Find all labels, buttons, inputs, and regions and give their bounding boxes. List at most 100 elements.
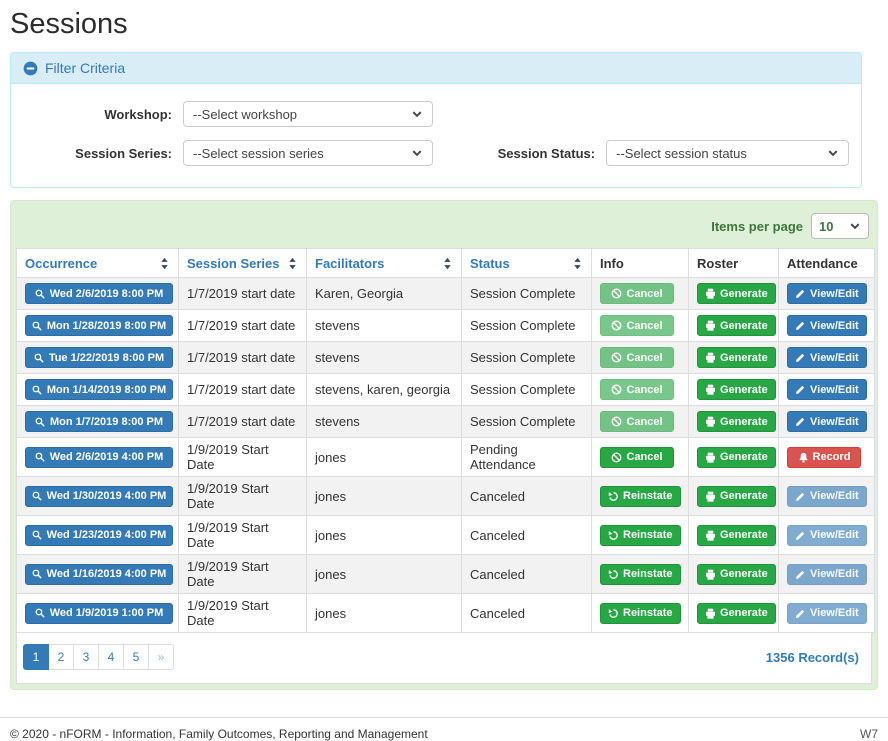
generate-button[interactable]: Generate [697, 315, 776, 336]
sessions-page: Sessions Filter Criteria Workshop: --Sel… [10, 8, 878, 690]
facilitators-cell: jones [306, 515, 462, 555]
session-status-select-value: --Select session status [616, 145, 747, 161]
cancel-button[interactable]: Cancel [600, 411, 674, 432]
view-edit-button[interactable]: View/Edit [787, 283, 867, 304]
cancel-button[interactable]: Cancel [600, 446, 674, 468]
session-series-cell: 1/9/2019 Start Date [178, 515, 307, 555]
sort-icon[interactable] [159, 257, 170, 270]
table-row: Mon 1/7/2019 8:00 PM 1/7/2019 start date… [16, 405, 875, 438]
occurrence-button[interactable]: Wed 2/6/2019 4:00 PM [25, 446, 173, 468]
printer-icon [705, 452, 716, 463]
occurrence-button[interactable]: Wed 1/23/2019 4:00 PM [25, 524, 173, 546]
status-cell: Canceled [461, 476, 592, 516]
sessions-table: Occurrence Session Series Facilitators S… [16, 248, 875, 633]
occurrence-button[interactable]: Mon 1/28/2019 8:00 PM [25, 315, 173, 336]
filter-criteria-title: Filter Criteria [45, 60, 126, 76]
cancel-button[interactable]: Cancel [600, 379, 674, 400]
view-edit-button[interactable]: View/Edit [787, 602, 867, 624]
view-edit-button[interactable]: View/Edit [787, 379, 867, 400]
record-button[interactable]: Record [787, 446, 861, 468]
generate-button[interactable]: Generate [697, 411, 776, 432]
occurrence-button[interactable]: Wed 2/6/2019 8:00 PM [25, 283, 173, 304]
status-cell: Session Complete [461, 277, 592, 310]
printer-icon [705, 608, 716, 619]
search-icon [32, 491, 42, 501]
reinstate-button[interactable]: Reinstate [600, 524, 681, 546]
page-3-button[interactable]: 3 [73, 644, 99, 670]
generate-button[interactable]: Generate [697, 563, 776, 585]
session-series-label: Session Series: [75, 145, 172, 161]
view-edit-button[interactable]: View/Edit [787, 563, 867, 585]
search-icon [32, 530, 42, 540]
occurrence-button[interactable]: Wed 1/16/2019 4:00 PM [25, 563, 173, 585]
view-edit-button[interactable]: View/Edit [787, 524, 867, 546]
reinstate-button[interactable]: Reinstate [600, 602, 681, 624]
occurrence-button[interactable]: Mon 1/7/2019 8:00 PM [25, 411, 173, 432]
ban-icon [611, 384, 622, 395]
facilitators-cell: jones [306, 554, 462, 594]
ban-icon [611, 320, 622, 331]
generate-button[interactable]: Generate [697, 524, 776, 546]
session-status-select[interactable]: --Select session status [606, 140, 849, 166]
pencil-icon [795, 320, 806, 331]
table-row: Wed 1/16/2019 4:00 PM 1/9/2019 Start Dat… [16, 554, 875, 594]
printer-icon [705, 530, 716, 541]
collapse-minus-icon[interactable] [23, 61, 38, 76]
occurrence-button[interactable]: Tue 1/22/2019 8:00 PM [25, 347, 173, 368]
cancel-button[interactable]: Cancel [600, 347, 674, 368]
session-series-select[interactable]: --Select session series [183, 140, 433, 166]
generate-button[interactable]: Generate [697, 485, 776, 507]
generate-button[interactable]: Generate [697, 602, 776, 624]
sort-icon[interactable] [572, 257, 583, 270]
table-row: Wed 2/6/2019 4:00 PM 1/9/2019 Start Date… [16, 437, 875, 477]
column-header-facilitators[interactable]: Facilitators [306, 248, 462, 278]
reinstate-button[interactable]: Reinstate [600, 485, 681, 507]
pencil-icon [795, 530, 806, 541]
undo-icon [608, 569, 619, 580]
column-header-status[interactable]: Status [461, 248, 592, 278]
facilitators-cell: stevens [306, 405, 462, 438]
items-per-page-select[interactable]: 10 [811, 213, 869, 239]
view-edit-button[interactable]: View/Edit [787, 411, 867, 432]
sort-icon[interactable] [442, 257, 453, 270]
column-header-session-series[interactable]: Session Series [178, 248, 307, 278]
view-edit-button[interactable]: View/Edit [787, 485, 867, 507]
view-edit-button[interactable]: View/Edit [787, 347, 867, 368]
occurrence-button[interactable]: Wed 1/30/2019 4:00 PM [25, 485, 173, 507]
page-5-button[interactable]: 5 [123, 644, 149, 670]
copyright-text: © 2020 - nFORM - Information, Family Out… [10, 727, 428, 741]
sessions-table-panel: Items per page 10 Occurrence Session Ser… [10, 200, 878, 690]
workshop-select[interactable]: --Select workshop [183, 101, 433, 127]
facilitators-cell: stevens [306, 341, 462, 374]
generate-button[interactable]: Generate [697, 379, 776, 400]
search-icon [35, 452, 45, 462]
page-1-button[interactable]: 1 [23, 644, 49, 670]
session-series-cell: 1/7/2019 start date [178, 341, 307, 374]
view-edit-button[interactable]: View/Edit [787, 315, 867, 336]
table-row: Wed 2/6/2019 8:00 PM 1/7/2019 start date… [16, 277, 875, 310]
column-header-attendance: Attendance [778, 248, 875, 278]
occurrence-button[interactable]: Wed 1/9/2019 1:00 PM [25, 602, 173, 624]
page-4-button[interactable]: 4 [98, 644, 124, 670]
page-next-button[interactable]: » [148, 644, 174, 670]
status-cell: Session Complete [461, 341, 592, 374]
generate-button[interactable]: Generate [697, 446, 776, 468]
reinstate-button[interactable]: Reinstate [600, 563, 681, 585]
table-row: Tue 1/22/2019 8:00 PM 1/7/2019 start dat… [16, 341, 875, 374]
search-icon [35, 289, 45, 299]
column-header-occurrence[interactable]: Occurrence [16, 248, 179, 278]
filter-criteria-body: Workshop: --Select workshop Session Seri… [11, 84, 861, 187]
cancel-button[interactable]: Cancel [600, 283, 674, 304]
filter-criteria-header[interactable]: Filter Criteria [11, 53, 861, 84]
printer-icon [705, 320, 716, 331]
generate-button[interactable]: Generate [697, 347, 776, 368]
pencil-icon [795, 608, 806, 619]
sort-icon[interactable] [287, 257, 298, 270]
page-2-button[interactable]: 2 [48, 644, 74, 670]
printer-icon [705, 384, 716, 395]
cancel-button[interactable]: Cancel [600, 315, 674, 336]
session-series-cell: 1/9/2019 Start Date [178, 437, 307, 477]
generate-button[interactable]: Generate [697, 283, 776, 304]
search-icon [32, 385, 42, 395]
occurrence-button[interactable]: Mon 1/14/2019 8:00 PM [25, 379, 173, 400]
